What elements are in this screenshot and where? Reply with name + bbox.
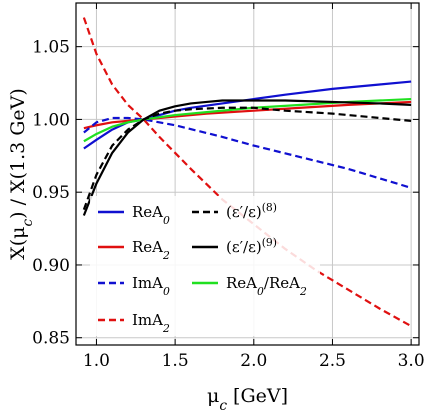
legend-label-0-2: ImA0 [132, 274, 170, 298]
series-line-3 [82, 17, 412, 328]
series-line-2 [83, 116, 412, 189]
x-tick-label-1: 1.5 [162, 351, 189, 371]
y-tick-label-0: 0.85 [32, 329, 70, 349]
y-tick-label-4: 1.05 [32, 38, 70, 58]
x-axis-title: μc [GeV] [207, 385, 288, 414]
legend-label-0-3: ImA2 [132, 311, 170, 335]
series-line-0 [83, 80, 412, 150]
x-tick-label-2: 2.0 [240, 351, 267, 371]
legend: ReA0 ReA2 ImA0 ImA2 (ε′/ε)(8) (ε′/ε)(9) ReA0/R… [98, 201, 307, 335]
series-lines [82, 17, 412, 328]
y-tick-label-2: 0.95 [32, 183, 70, 203]
legend-label-1-2: ReA0/ReA2 [226, 274, 307, 298]
axis-ticks: 1.0 1.5 2.0 2.5 3.0 0.85 0.90 0.95 1.00 1.05 [32, 3, 425, 371]
x-tick-label-4: 3.0 [398, 351, 425, 371]
legend-label-1-0: (ε′/ε)(8) [226, 201, 277, 222]
series-line-1 [83, 100, 412, 130]
legend-background [90, 196, 320, 336]
plot-frame [75, 2, 420, 346]
series-line-6 [83, 97, 412, 143]
y-tick-label-3: 1.00 [32, 110, 70, 130]
legend-label-1-1: (ε′/ε)(9) [226, 236, 277, 257]
series-line-4 [82, 106, 412, 211]
y-tick-label-1: 0.90 [32, 256, 70, 276]
series-line-5 [82, 99, 412, 216]
legend-label-0-1: ReA2 [132, 238, 170, 262]
y-axis-title: X(μc) / X(1.3 GeV) [7, 88, 36, 260]
legend-label-0-0: ReA0 [132, 203, 170, 227]
x-tick-label-3: 2.5 [319, 351, 346, 371]
x-tick-label-0: 1.0 [83, 351, 110, 371]
